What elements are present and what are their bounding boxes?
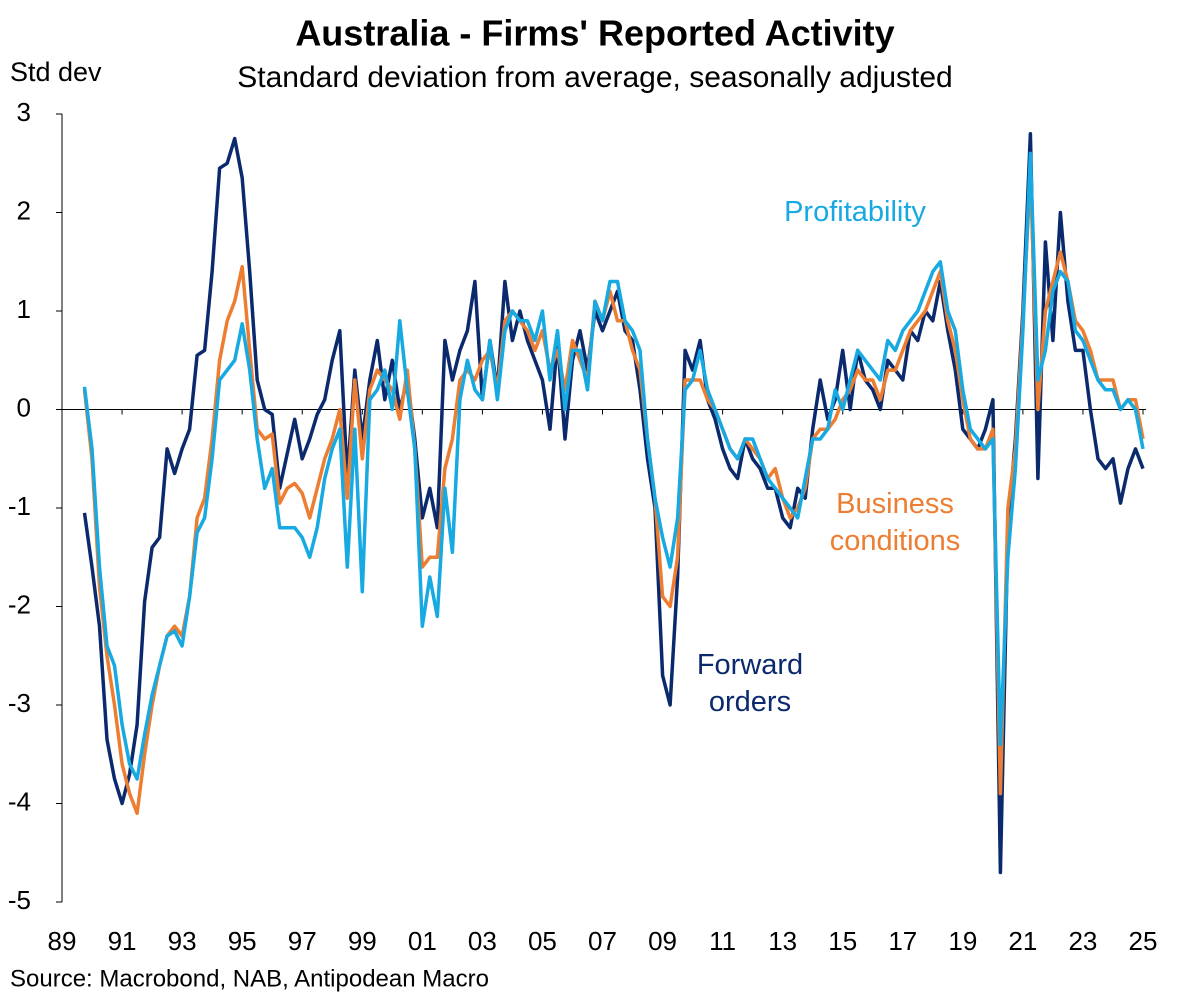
x-tick-label: 01: [408, 926, 437, 956]
y-tick-label: -1: [8, 491, 31, 521]
y-tick-label: 2: [17, 195, 31, 225]
series-label: Profitability: [784, 196, 926, 228]
chart-title: Australia - Firms' Reported Activity: [295, 13, 894, 54]
x-tick-label: 05: [528, 926, 557, 956]
series-label: Business conditions: [829, 488, 961, 557]
x-tick-label: 03: [468, 926, 497, 956]
y-tick-label: -5: [8, 885, 31, 915]
y-tick-label: 0: [17, 392, 31, 422]
y-tick-label: 1: [17, 294, 31, 324]
x-tick-label: 23: [1068, 926, 1097, 956]
x-tick-label: 19: [948, 926, 977, 956]
x-tick-label: 15: [828, 926, 857, 956]
y-tick-label: 3: [17, 97, 31, 127]
x-tick-label: 89: [48, 926, 77, 956]
x-tick-label: 09: [648, 926, 677, 956]
x-tick-label: 95: [228, 926, 257, 956]
series-label: Forward orders: [696, 649, 804, 718]
y-tick-label: -3: [8, 688, 31, 718]
x-tick-label: 21: [1008, 926, 1037, 956]
x-tick-label: 13: [768, 926, 797, 956]
x-tick-label: 93: [168, 926, 197, 956]
y-tick-label: -4: [8, 786, 31, 816]
y-axis-label: Std dev: [10, 57, 102, 87]
x-tick-label: 07: [588, 926, 617, 956]
series-line: [82, 151, 1145, 781]
x-tick-label: 97: [288, 926, 317, 956]
y-tick-label: -2: [8, 589, 31, 619]
source-note: Source: Macrobond, NAB, Antipodean Macro: [10, 965, 489, 992]
series-line: [82, 171, 1145, 816]
x-tick-label: 11: [709, 926, 736, 956]
x-tick-label: 17: [888, 926, 917, 956]
x-tick-label: 25: [1129, 926, 1158, 956]
x-tick-label: 91: [108, 926, 137, 956]
x-tick-label: 99: [348, 926, 377, 956]
chart-subtitle: Standard deviation from average, seasona…: [237, 61, 952, 94]
